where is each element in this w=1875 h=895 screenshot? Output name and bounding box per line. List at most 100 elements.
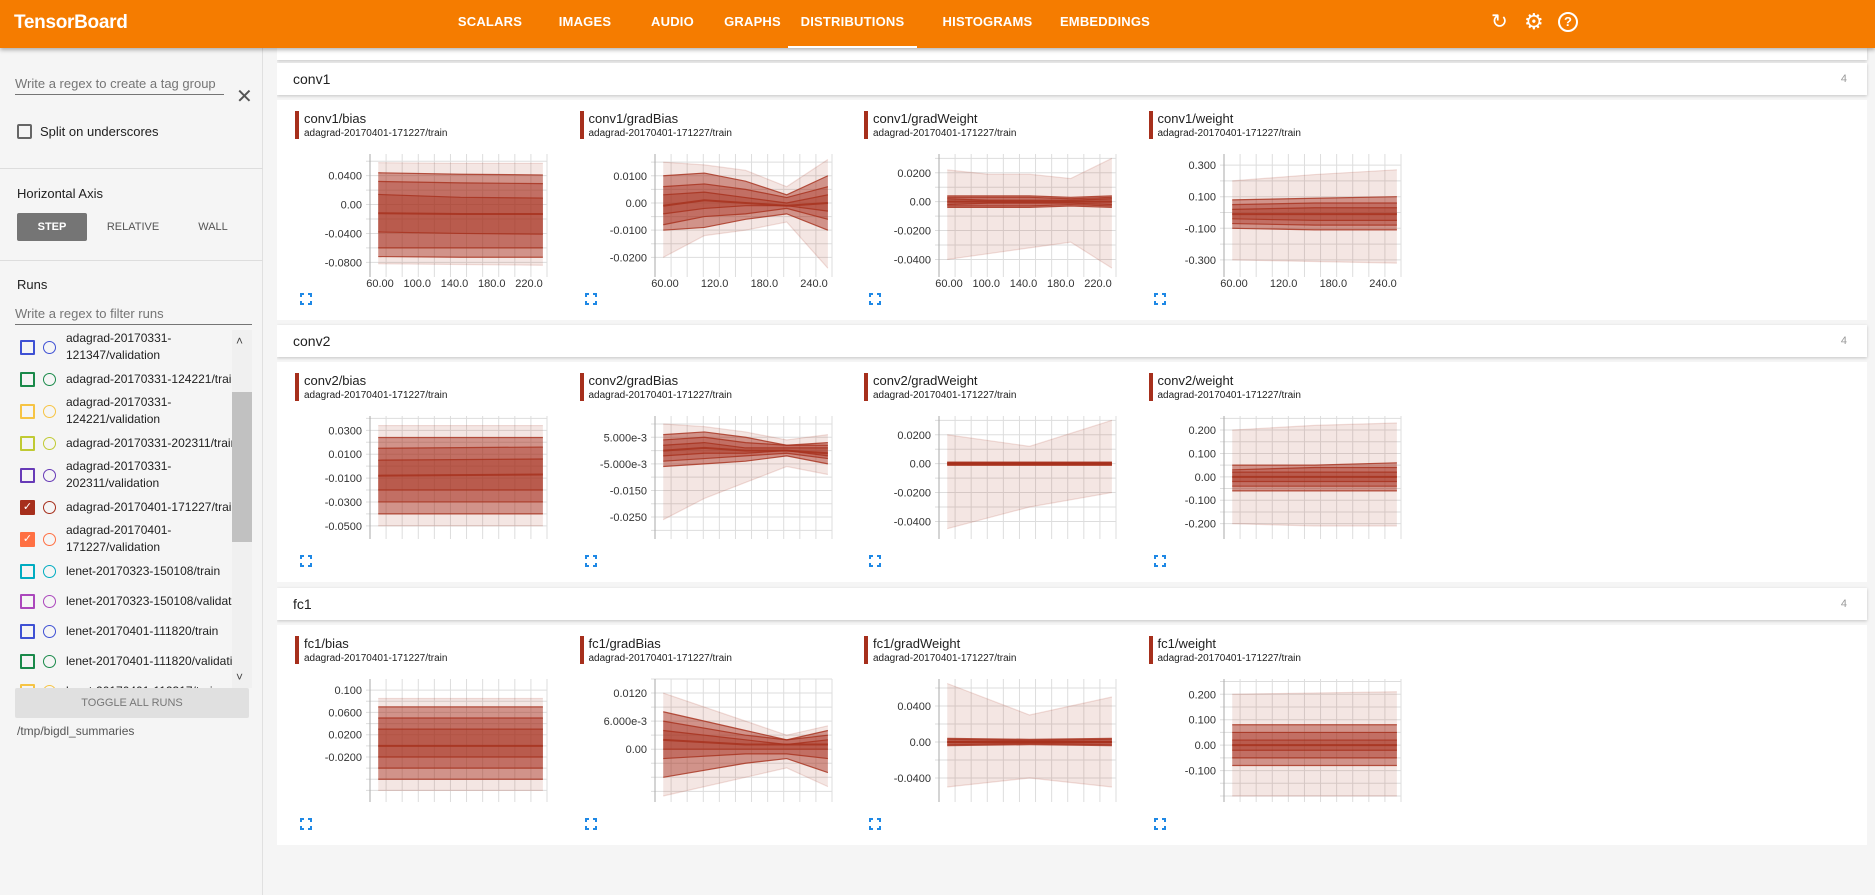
split-checkbox[interactable] (17, 124, 32, 139)
distribution-chart[interactable]: 5.000e-3 -5.000e-3 -0.0150 -0.0250 (580, 411, 840, 551)
run-checkbox[interactable] (20, 339, 35, 355)
distribution-chart[interactable]: 0.100 0.0600 0.0200 -0.0200 (295, 674, 555, 814)
fullscreen-icon[interactable] (300, 293, 312, 305)
run-checkbox-checked[interactable]: ✓ (20, 499, 35, 515)
percentile-line (662, 692, 828, 736)
scrollbar-thumb[interactable] (232, 392, 252, 542)
distribution-chart[interactable]: 0.200 0.100 0.00 -0.100 -0.200 (1149, 411, 1409, 551)
runs-scrollbar[interactable]: ˄ ˅ (232, 330, 252, 688)
run-item[interactable]: adagrad-20170331-202311/train (0, 428, 252, 458)
run-item[interactable]: adagrad-20170331-202311/validation (0, 458, 252, 492)
refresh-icon[interactable]: ↻ (1491, 11, 1508, 33)
fullscreen-icon[interactable] (1153, 293, 1166, 305)
tab-audio[interactable]: AUDIO (651, 14, 694, 29)
chart-card: fc1/gradBias adagrad-20170401-171227/trai… (579, 636, 860, 851)
previous-section-edge (277, 48, 1867, 60)
run-checkbox[interactable] (20, 371, 35, 387)
x-tick-label: 240.0 (1369, 278, 1397, 289)
scroll-down-icon[interactable]: ˅ (236, 670, 244, 684)
distribution-chart[interactable]: 0.0300 0.0100 -0.0100 -0.0300 -0.0500 (295, 411, 555, 551)
run-color-circle-icon[interactable] (43, 436, 56, 450)
axis-step-button[interactable]: STEP (17, 213, 87, 241)
distribution-chart[interactable]: 0.0120 6.000e-3 0.00 (580, 674, 840, 814)
y-tick-label: -0.100 (1184, 766, 1215, 778)
run-item[interactable]: ✓ adagrad-20170401-171227/train (0, 492, 252, 522)
help-icon[interactable]: ? (1558, 12, 1578, 32)
run-checkbox[interactable] (20, 653, 35, 669)
distribution-chart[interactable]: 0.0200 0.00 -0.0200 -0.0400 60.00 100.0 140.0 1… (864, 149, 1124, 289)
run-item[interactable]: lenet-20170323-150108/validation (0, 586, 252, 616)
run-item[interactable]: adagrad-20170331-124221/validation (0, 394, 252, 428)
percentile-line (1231, 691, 1397, 695)
y-tick-label: -0.0400 (325, 228, 362, 240)
y-tick-label: 0.200 (1188, 425, 1216, 437)
run-checkbox[interactable] (20, 683, 35, 688)
fullscreen-icon[interactable] (869, 818, 881, 830)
settings-icon[interactable]: ⚙ (1524, 9, 1544, 34)
distribution-chart[interactable]: 0.300 0.100 -0.100 -0.300 60.00 120.0 180.0 240… (1149, 149, 1409, 289)
run-checkbox[interactable] (20, 403, 35, 419)
run-color-circle-icon[interactable] (43, 468, 56, 482)
run-item[interactable]: lenet-20170401-111820/train (0, 616, 252, 646)
tab-scalars[interactable]: SCALARS (457, 14, 523, 29)
run-color-circle-icon[interactable] (43, 532, 56, 546)
distribution-chart[interactable]: 0.0400 0.00 -0.0400 (864, 674, 1124, 814)
fullscreen-icon[interactable] (869, 555, 881, 567)
axis-relative-button[interactable]: RELATIVE (106, 221, 160, 233)
fullscreen-icon[interactable] (300, 555, 312, 567)
run-checkbox-checked[interactable]: ✓ (20, 531, 35, 547)
chart-title: fc1/weight (1157, 636, 1217, 651)
run-color-circle-icon[interactable] (43, 564, 56, 578)
tab-distributions[interactable]: DISTRIBUTIONS (788, 0, 917, 48)
section-header-fc1[interactable]: fc1 4 (277, 588, 1867, 620)
chart-run-label: adagrad-20170401-171227/train (873, 128, 1017, 139)
percentile-line (662, 767, 828, 797)
run-color-circle-icon[interactable] (43, 654, 56, 668)
run-item[interactable]: lenet-20170323-150108/train (0, 556, 252, 586)
run-checkbox[interactable] (20, 563, 35, 579)
close-icon[interactable]: ✕ (236, 86, 253, 108)
section-header-conv1[interactable]: conv1 4 (277, 63, 1867, 95)
section-header-conv2[interactable]: conv2 4 (277, 325, 1867, 357)
distribution-chart[interactable]: 0.200 0.100 0.00 -0.100 (1149, 674, 1409, 814)
toggle-all-runs-button[interactable]: TOGGLE ALL RUNS (15, 688, 249, 718)
fullscreen-icon[interactable] (584, 293, 597, 305)
distribution-chart[interactable]: 0.0400 0.00 -0.0400 -0.0800 60.00 100.0 140.0 1… (295, 149, 555, 289)
run-item[interactable]: lenet-20170401-111820/validation (0, 646, 252, 676)
run-checkbox[interactable] (20, 435, 35, 451)
run-color-circle-icon[interactable] (43, 624, 56, 638)
run-color-circle-icon[interactable] (43, 500, 56, 514)
y-tick-label: 0.00 (1194, 740, 1215, 752)
fullscreen-icon[interactable] (869, 293, 881, 305)
run-checkbox[interactable] (20, 623, 35, 639)
runs-title: Runs (17, 277, 48, 292)
fullscreen-icon[interactable] (1153, 555, 1166, 567)
tab-images[interactable]: IMAGES (558, 14, 612, 29)
distribution-chart[interactable]: 0.0200 0.00 -0.0200 -0.0400 (864, 411, 1124, 551)
run-item[interactable]: adagrad-20170331-124221/train (0, 364, 252, 394)
run-color-bar (1148, 111, 1153, 139)
fullscreen-icon[interactable] (1153, 818, 1166, 830)
runs-filter-input[interactable]: Write a regex to filter runs (15, 306, 252, 325)
distribution-chart[interactable]: 0.0100 0.00 -0.0100 -0.0200 60.00 120.0 180.0 2… (580, 149, 840, 289)
tab-embeddings[interactable]: EMBEDDINGS (1059, 14, 1151, 29)
run-item[interactable]: ✓ adagrad-20170401-171227/validation (0, 522, 252, 556)
run-item[interactable]: lenet-20170401-112317/train (0, 676, 252, 688)
run-checkbox[interactable] (20, 593, 35, 609)
scroll-up-icon[interactable]: ˄ (236, 334, 244, 348)
run-checkbox[interactable] (20, 467, 35, 483)
run-item[interactable]: adagrad-20170331-121347/validation (0, 330, 252, 364)
run-color-circle-icon[interactable] (43, 340, 56, 354)
run-color-circle-icon[interactable] (43, 594, 56, 608)
fullscreen-icon[interactable] (300, 818, 312, 830)
axis-wall-button[interactable]: WALL (198, 221, 228, 233)
run-color-circle-icon[interactable] (43, 372, 56, 386)
run-color-circle-icon[interactable] (43, 404, 56, 418)
chart-run-label: adagrad-20170401-171227/train (1157, 390, 1301, 401)
fullscreen-icon[interactable] (584, 555, 597, 567)
tag-group-input[interactable]: Write a regex to create a tag group (15, 76, 224, 95)
fullscreen-icon[interactable] (584, 818, 597, 830)
y-tick-label: -0.0500 (325, 521, 362, 533)
tab-histograms[interactable]: HISTOGRAMS (942, 14, 1033, 29)
tab-graphs[interactable]: GRAPHS (724, 14, 781, 29)
